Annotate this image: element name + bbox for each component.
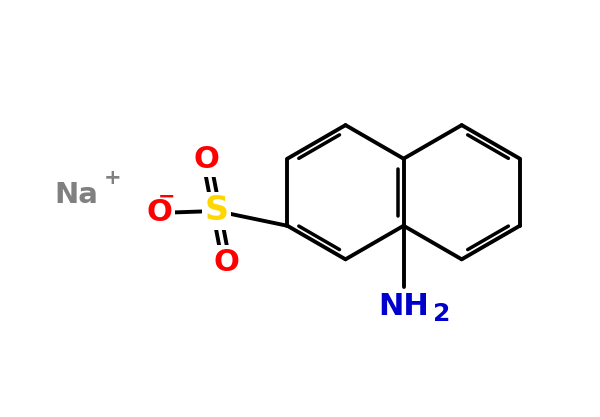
Text: NH: NH [378, 292, 429, 321]
Text: O: O [146, 198, 172, 227]
Text: O: O [194, 145, 220, 174]
Text: +: + [104, 168, 121, 188]
Text: S: S [205, 194, 229, 227]
Text: Na: Na [54, 181, 98, 209]
Text: −: − [158, 186, 176, 206]
Text: O: O [213, 248, 239, 277]
Text: 2: 2 [433, 302, 451, 326]
